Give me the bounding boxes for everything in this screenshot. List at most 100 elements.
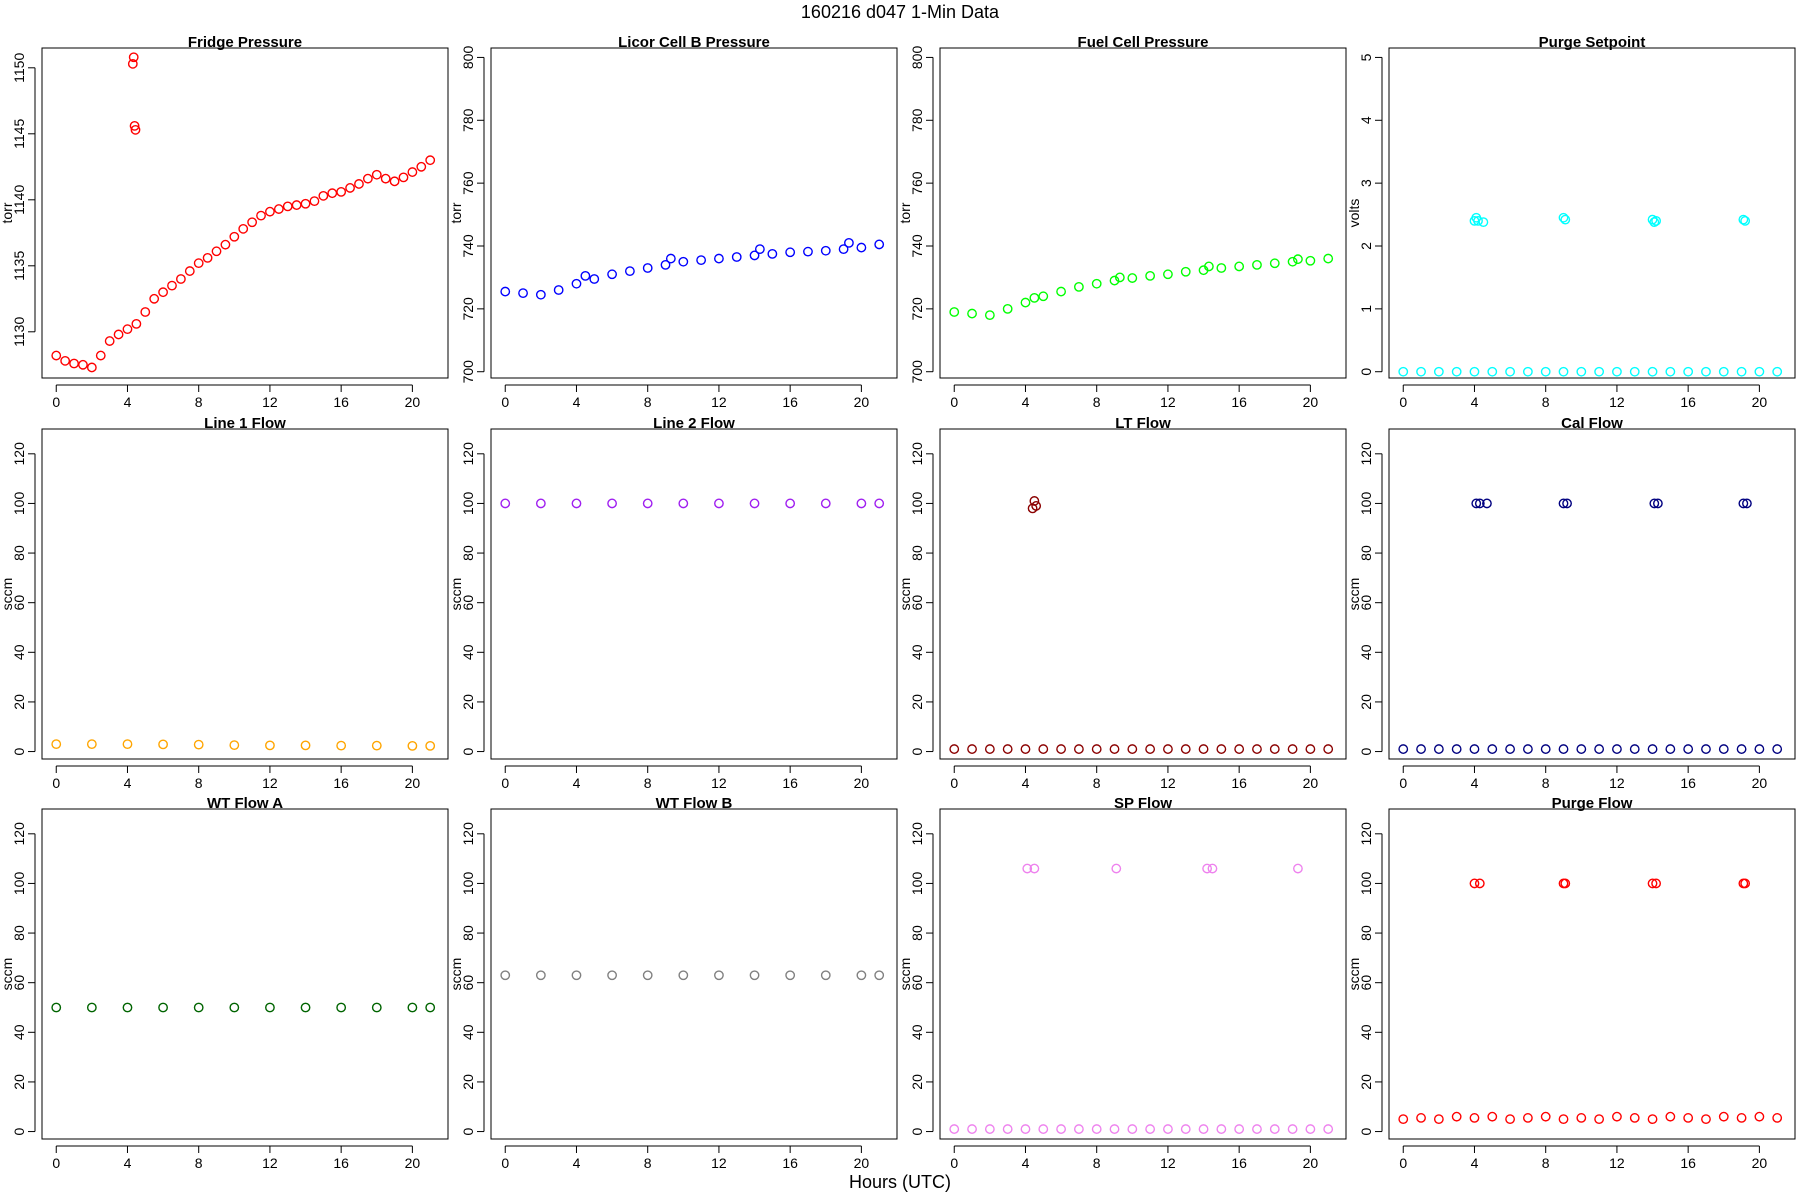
data-point <box>1558 212 1569 223</box>
data-point <box>1127 273 1138 283</box>
x-tick-label: 8 <box>195 775 203 791</box>
x-tick-label: 0 <box>52 1155 60 1171</box>
x-tick-label: 8 <box>644 394 652 410</box>
panel-8: WT Flow A sccm 0 4 8 12 16 20 0 20 40 60 80 100 120 <box>0 795 449 1171</box>
data-point <box>874 239 885 250</box>
data-point <box>1073 744 1084 754</box>
plot-frame <box>1388 47 1796 379</box>
data-point <box>398 172 409 183</box>
data-point <box>535 970 546 981</box>
x-tick-label: 20 <box>1303 394 1319 410</box>
y-tick-label: 740 <box>460 234 476 258</box>
x-tick-label: 0 <box>950 394 958 410</box>
data-point <box>1073 281 1084 292</box>
data-point <box>749 250 760 261</box>
data-point <box>1469 878 1480 889</box>
data-point <box>1649 498 1660 509</box>
data-point <box>1576 1113 1587 1123</box>
data-point <box>1562 498 1572 509</box>
x-tick-label: 8 <box>1093 775 1101 791</box>
data-point <box>1522 1113 1533 1123</box>
data-point <box>265 1002 275 1013</box>
data-point <box>984 744 995 754</box>
x-tick-label: 16 <box>1680 1155 1696 1171</box>
y-tick-label: 0 <box>909 1127 925 1135</box>
y-tick-label: 20 <box>909 1074 925 1090</box>
x-tick-label: 20 <box>405 775 421 791</box>
y-tick-label: 20 <box>460 694 476 710</box>
data-point <box>1293 254 1303 265</box>
data-point <box>1665 1111 1676 1122</box>
panel-title: Line 1 Flow <box>204 415 286 432</box>
panel-title: SP Flow <box>1114 795 1172 812</box>
data-point <box>1163 1124 1173 1134</box>
data-point <box>158 739 168 750</box>
data-point <box>1073 1124 1084 1134</box>
data-point <box>1740 878 1751 889</box>
data-point <box>1091 744 1102 754</box>
y-tick-label: 20 <box>460 1074 476 1090</box>
data-point <box>1002 303 1013 314</box>
data-point <box>300 740 311 751</box>
y-tick-label: 1130 <box>11 317 27 347</box>
data-point <box>1612 366 1622 377</box>
data-point <box>1540 366 1551 377</box>
panel-title: WT Flow B <box>656 795 733 812</box>
x-tick-label: 0 <box>52 394 60 410</box>
data-point <box>642 263 653 273</box>
x-tick-label: 12 <box>1160 1155 1176 1171</box>
data-point <box>1742 498 1752 509</box>
data-point <box>1022 863 1033 874</box>
y-tick-label: 120 <box>11 822 27 846</box>
data-point <box>749 498 760 509</box>
data-point <box>856 242 867 253</box>
data-point <box>300 198 311 209</box>
data-point <box>1216 1124 1227 1134</box>
x-tick-label: 8 <box>1542 775 1550 791</box>
data-point <box>984 310 995 321</box>
y-tick-label: 80 <box>460 925 476 941</box>
x-tick-label: 16 <box>1680 775 1696 791</box>
data-point <box>1038 291 1049 302</box>
data-point <box>1203 261 1214 272</box>
data-point <box>158 287 168 298</box>
y-tick-label: 100 <box>909 492 925 516</box>
data-point <box>1398 744 1409 754</box>
data-point <box>967 1124 977 1134</box>
data-point <box>380 173 391 184</box>
x-tick-label: 8 <box>1093 1155 1101 1171</box>
x-tick-label: 12 <box>711 1155 727 1171</box>
data-point <box>51 1002 62 1013</box>
data-point <box>167 280 177 291</box>
x-tick-label: 0 <box>501 775 509 791</box>
data-point <box>1665 744 1676 754</box>
data-point <box>1433 1114 1444 1125</box>
x-tick-label: 20 <box>854 1155 870 1171</box>
data-point <box>1647 366 1658 377</box>
x-tick-label: 12 <box>1160 775 1176 791</box>
y-tick-label: 120 <box>11 442 27 466</box>
data-point <box>1029 863 1040 874</box>
data-point <box>1469 744 1480 754</box>
data-point <box>660 259 671 270</box>
y-tick-label: 100 <box>909 872 925 896</box>
data-point <box>1474 878 1485 889</box>
y-tick-label: 40 <box>1358 644 1374 660</box>
data-point <box>202 252 213 263</box>
y-tick-label: 80 <box>909 545 925 561</box>
data-point <box>1594 1114 1605 1125</box>
y-tick-label: 1150 <box>11 53 27 83</box>
data-point <box>803 246 813 257</box>
y-tick-label: 20 <box>1358 1074 1374 1090</box>
data-point <box>1207 863 1218 874</box>
data-point <box>1576 366 1587 377</box>
data-point <box>607 970 617 981</box>
x-tick-label: 8 <box>1542 1155 1550 1171</box>
x-tick-label: 16 <box>333 1155 349 1171</box>
data-point <box>1056 286 1066 297</box>
data-point <box>1652 498 1663 509</box>
data-point <box>1252 259 1262 270</box>
data-point <box>1451 366 1462 377</box>
data-point <box>407 740 418 751</box>
